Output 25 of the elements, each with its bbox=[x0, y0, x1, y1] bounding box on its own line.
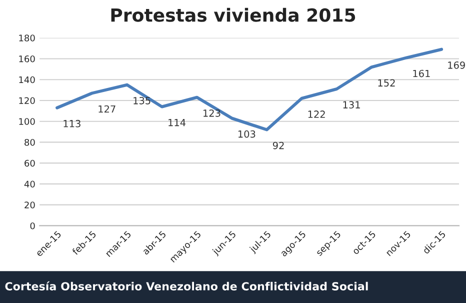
y-tick-label: 80 bbox=[24, 138, 35, 146]
y-tick-label: 0 bbox=[30, 222, 35, 230]
data-label: 114 bbox=[168, 119, 186, 126]
data-label: 152 bbox=[378, 79, 395, 87]
data-label: 131 bbox=[343, 101, 360, 108]
y-tick-label: 180 bbox=[19, 34, 35, 42]
data-label: 103 bbox=[238, 130, 256, 138]
y-tick-label: 20 bbox=[24, 202, 35, 208]
data-label: 135 bbox=[134, 96, 150, 104]
data-label: 169 bbox=[448, 61, 465, 69]
y-tick-label: 140 bbox=[19, 76, 35, 84]
chart-title: Protestas vivienda 2015 bbox=[111, 8, 356, 22]
data-label: 113 bbox=[64, 120, 80, 128]
text: Cortesía Observatorio Venezolano de Conflictividad Social bbox=[5, 281, 368, 290]
y-tick-label: 160 bbox=[19, 55, 35, 62]
data-label: 123 bbox=[204, 110, 220, 117]
line-series bbox=[56, 48, 444, 132]
data-label: 92 bbox=[272, 142, 284, 150]
y-tick-label: 120 bbox=[19, 97, 35, 104]
data-label: 127 bbox=[98, 105, 116, 113]
y-tick-label: 40 bbox=[24, 180, 35, 188]
data-label: 161 bbox=[413, 70, 430, 78]
y-tick-label: 100 bbox=[19, 118, 35, 125]
y-tick-label: 60 bbox=[24, 160, 35, 167]
data-label: 122 bbox=[308, 110, 325, 118]
